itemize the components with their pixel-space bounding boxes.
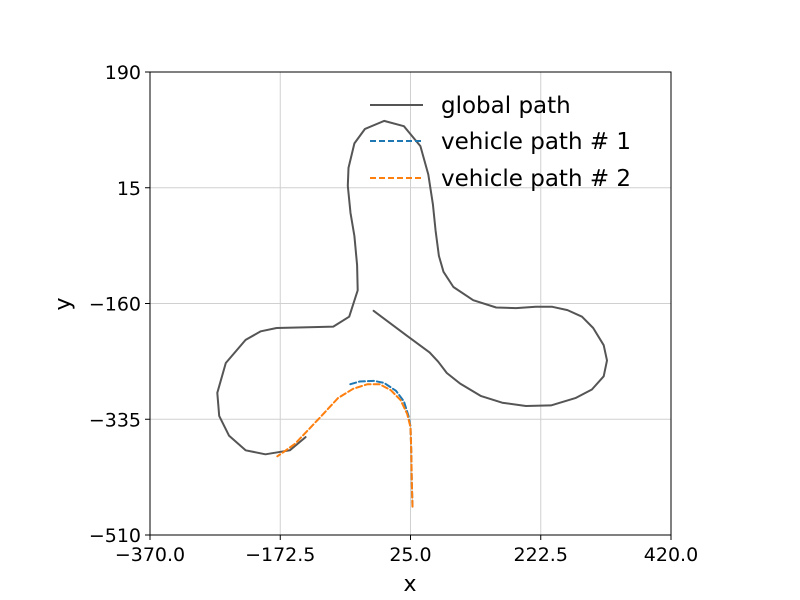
x-tick-label: −172.5 bbox=[245, 544, 315, 566]
x-tick-label: 25.0 bbox=[389, 544, 431, 566]
x-tick-label: 222.5 bbox=[514, 544, 568, 566]
y-tick-label: −335 bbox=[89, 409, 141, 431]
x-tick-label: 420.0 bbox=[644, 544, 698, 566]
y-tick-label: 15 bbox=[117, 178, 141, 200]
legend-label-vehicle-path-2: vehicle path # 2 bbox=[441, 166, 631, 192]
y-tick-label: −160 bbox=[89, 294, 141, 316]
series-line-global-path bbox=[216, 119, 608, 456]
y-tick-label: 190 bbox=[105, 62, 141, 84]
legend-label-vehicle-path-1: vehicle path # 1 bbox=[441, 129, 631, 155]
y-axis: 190 15 −160 −335 −510 bbox=[89, 62, 150, 547]
series-line-vehicle-path-1 bbox=[346, 379, 414, 508]
y-axis-label: y bbox=[51, 297, 76, 310]
legend-label-global-path: global path bbox=[441, 93, 571, 119]
y-tick-label: −510 bbox=[89, 525, 141, 547]
x-tick-label: −370.0 bbox=[115, 544, 185, 566]
series-line-vehicle-path-2 bbox=[276, 383, 414, 508]
x-axis: −370.0 −172.5 25.0 222.5 420.0 bbox=[115, 535, 698, 566]
legend: global path vehicle path # 1 vehicle pat… bbox=[370, 93, 631, 192]
x-axis-label: x bbox=[403, 572, 416, 597]
series-layer bbox=[216, 119, 608, 508]
